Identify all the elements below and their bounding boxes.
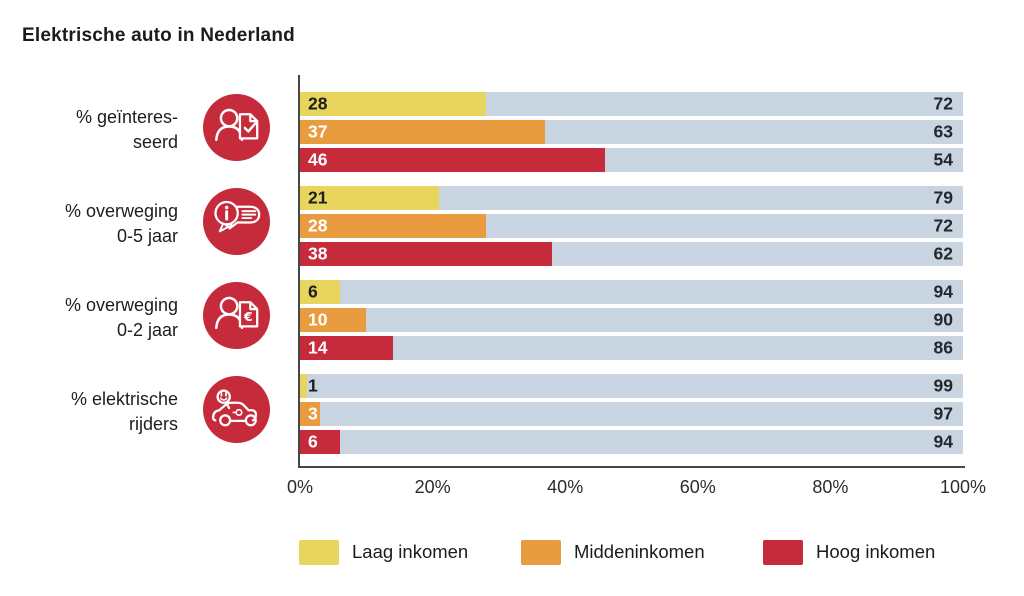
bar-row: 6 94 (300, 430, 963, 454)
bar-row: 1 99 (300, 374, 963, 398)
legend-swatch-middeninkomen (521, 539, 561, 565)
bar-value-label: 6 (308, 281, 318, 302)
bar-row: 38 62 (300, 242, 963, 266)
y-axis-line (298, 75, 300, 468)
bar-segment-hoog-inkomen (300, 336, 393, 360)
bar-value-label: 38 (308, 243, 328, 264)
category-label-line: 0-2 jaar (116, 320, 178, 340)
bar-value-label: 10 (308, 309, 328, 330)
x-tick-20: 20% (414, 477, 451, 497)
bar-remainder-label: 94 (933, 281, 953, 302)
x-axis-line (298, 466, 965, 468)
legend-item-hoog-inkomen: Hoog inkomen (763, 538, 935, 566)
x-tick-100: 100% (939, 477, 987, 497)
svg-text:€: € (243, 310, 253, 325)
bar-row: 6 94 (300, 280, 963, 304)
bar-segment-middeninkomen (300, 402, 320, 426)
bar-segment-laag-inkomen (300, 374, 307, 398)
legend-swatch-laag-inkomen (299, 539, 339, 565)
bar-value-label: 6 (308, 431, 318, 452)
bar-remainder-label: 79 (933, 187, 953, 208)
x-tick-0: 0% (286, 477, 314, 497)
bar-row: 46 54 (300, 148, 963, 172)
info-chat-bubbles-icon (203, 188, 270, 255)
bar-segment-middeninkomen (300, 308, 367, 332)
legend-label: Hoog inkomen (816, 541, 936, 562)
bar-row: 21 79 (300, 186, 963, 210)
bar-remainder-label: 90 (933, 309, 953, 330)
bar-row: 28 72 (300, 214, 963, 238)
category-label-line: % geïnteres- (75, 107, 178, 127)
x-axis-ticks: 0% 20% 40% 60% 80% 100% (287, 477, 986, 503)
bar-segment-laag-inkomen (300, 92, 486, 116)
legend-label: Middeninkomen (574, 541, 705, 562)
category-label-line: % elektrische (70, 389, 178, 409)
category-label-line: % overweging (64, 201, 178, 221)
bar-value-label: 21 (308, 187, 328, 208)
bar-segment-middeninkomen (300, 120, 546, 144)
electric-car-icon (203, 376, 270, 443)
bar-row: 3 97 (300, 402, 963, 426)
bar-remainder-label: 72 (933, 215, 953, 236)
chart-title: Elektrische auto in Nederland (22, 25, 295, 46)
legend-swatch-hoog-inkomen (763, 539, 803, 565)
bar-value-label: 14 (308, 337, 328, 358)
person-euro-document-icon: € (203, 282, 270, 349)
legend-item-laag-inkomen: Laag inkomen (299, 538, 468, 566)
bar-segment-laag-inkomen (300, 186, 440, 210)
legend-label: Laag inkomen (352, 541, 469, 562)
bar-value-label: 28 (308, 215, 328, 236)
legend-item-middeninkomen: Middeninkomen (521, 538, 705, 566)
bar-row: 14 86 (300, 336, 963, 360)
bar-value-label: 1 (308, 375, 318, 396)
bar-value-label: 3 (308, 403, 318, 424)
bar-segment-laag-inkomen (300, 280, 340, 304)
category-label-line: % overweging (64, 295, 178, 315)
category-label: % geïnteres-seerd (76, 105, 178, 155)
bar-value-label: 46 (308, 149, 328, 170)
bar-value-label: 28 (308, 93, 328, 114)
category-label: % overweging 0-2 jaar (65, 293, 178, 343)
bar-row: 10 90 (300, 308, 963, 332)
category-label-line: seerd (132, 132, 178, 152)
bar-remainder-label: 62 (933, 243, 953, 264)
bar-row: 37 63 (300, 120, 963, 144)
category-label-line: rijders (128, 414, 178, 434)
bar-value-label: 37 (308, 121, 328, 142)
person-checklist-icon (203, 94, 270, 161)
bar-remainder-label: 94 (933, 431, 953, 452)
bar-remainder-label: 99 (933, 375, 953, 396)
bar-remainder-label: 86 (933, 337, 953, 358)
bar-segment-hoog-inkomen (300, 242, 552, 266)
bar-remainder-label: 97 (933, 403, 953, 424)
bar-segment-hoog-inkomen (300, 430, 340, 454)
bar-segment-middeninkomen (300, 214, 486, 238)
category-label: % overweging 0-5 jaar (65, 199, 178, 249)
x-tick-40: 40% (547, 477, 584, 497)
bar-segment-hoog-inkomen (300, 148, 605, 172)
bar-remainder-label: 72 (933, 93, 953, 114)
x-tick-60: 60% (679, 477, 716, 497)
category-label: % elektrische rijders (71, 387, 178, 437)
bar-remainder-label: 54 (933, 149, 953, 170)
category-label-line: 0-5 jaar (116, 226, 178, 246)
bar-row: 28 72 (300, 92, 963, 116)
bar-remainder-label: 63 (933, 121, 953, 142)
x-tick-80: 80% (812, 477, 849, 497)
